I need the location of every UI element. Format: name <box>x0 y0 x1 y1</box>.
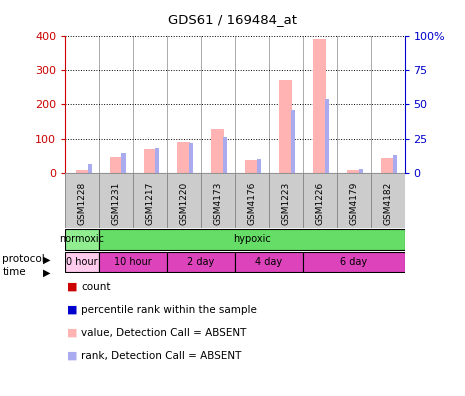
Bar <box>359 169 363 173</box>
Bar <box>235 252 303 272</box>
Text: GSM4182: GSM4182 <box>383 181 392 225</box>
Text: GSM4179: GSM4179 <box>349 181 358 225</box>
Text: value, Detection Call = ABSENT: value, Detection Call = ABSENT <box>81 328 247 338</box>
Bar <box>99 173 133 228</box>
Text: GSM1226: GSM1226 <box>315 181 324 225</box>
Text: normoxic: normoxic <box>60 234 105 244</box>
Bar <box>167 173 201 228</box>
Bar <box>371 173 405 228</box>
Text: ■: ■ <box>67 305 78 315</box>
Text: 2 day: 2 day <box>187 257 214 267</box>
Bar <box>381 158 394 173</box>
Text: ■: ■ <box>67 282 78 292</box>
Bar <box>201 173 235 228</box>
Bar <box>235 173 269 228</box>
Bar <box>337 173 371 228</box>
Text: ■: ■ <box>67 351 78 361</box>
Bar <box>246 160 258 173</box>
Bar <box>189 143 193 173</box>
Bar <box>133 173 167 228</box>
Bar <box>87 164 92 173</box>
Text: 6 day: 6 day <box>340 257 367 267</box>
Bar <box>347 170 360 173</box>
Text: ■: ■ <box>67 328 78 338</box>
Bar <box>279 80 292 173</box>
Text: percentile rank within the sample: percentile rank within the sample <box>81 305 257 315</box>
Text: count: count <box>81 282 111 292</box>
Text: GSM4176: GSM4176 <box>247 181 256 225</box>
Text: ▶: ▶ <box>43 254 50 265</box>
Text: GSM1231: GSM1231 <box>112 181 120 225</box>
Bar <box>178 142 190 173</box>
Bar <box>257 160 261 173</box>
Text: ▶: ▶ <box>43 267 50 278</box>
Text: GSM1223: GSM1223 <box>281 181 290 225</box>
Text: GSM1217: GSM1217 <box>146 181 154 225</box>
Bar <box>155 148 159 173</box>
Text: rank, Detection Call = ABSENT: rank, Detection Call = ABSENT <box>81 351 242 361</box>
Bar <box>303 252 405 272</box>
Bar <box>65 252 99 272</box>
Bar <box>223 137 227 173</box>
Bar <box>167 252 235 272</box>
Bar <box>76 170 88 173</box>
Text: hypoxic: hypoxic <box>233 234 271 244</box>
Bar <box>291 110 295 173</box>
Text: time: time <box>2 267 26 278</box>
Text: 10 hour: 10 hour <box>114 257 152 267</box>
Bar <box>393 155 397 173</box>
Bar <box>65 173 99 228</box>
Bar <box>313 39 326 173</box>
Text: GSM1228: GSM1228 <box>78 181 86 225</box>
Bar <box>325 99 329 173</box>
Text: 0 hour: 0 hour <box>66 257 98 267</box>
Bar <box>303 173 337 228</box>
Bar <box>110 157 122 173</box>
Text: GDS61 / 169484_at: GDS61 / 169484_at <box>168 13 297 26</box>
Bar <box>121 152 126 173</box>
Bar <box>269 173 303 228</box>
Bar <box>212 129 224 173</box>
Bar <box>99 252 167 272</box>
Bar <box>65 229 99 249</box>
Text: protocol: protocol <box>2 254 45 265</box>
Text: 4 day: 4 day <box>255 257 282 267</box>
Bar <box>144 149 156 173</box>
Text: GSM4173: GSM4173 <box>213 181 222 225</box>
Text: GSM1220: GSM1220 <box>179 181 188 225</box>
